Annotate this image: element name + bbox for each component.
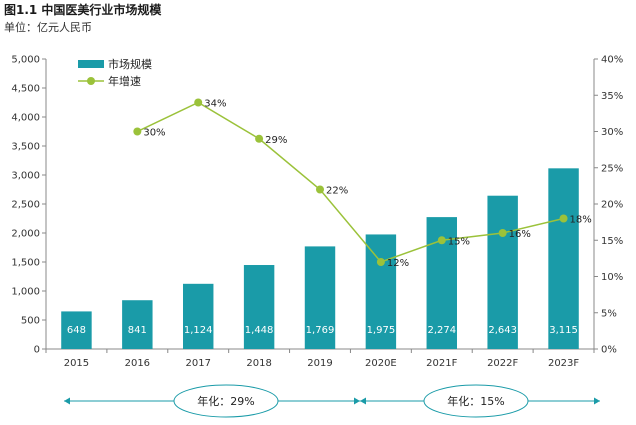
cagr-label: 年化：29% <box>197 394 254 408</box>
bar <box>243 265 275 349</box>
growth-data-label: 29% <box>265 135 287 146</box>
bar-data-label: 648 <box>67 325 86 336</box>
cagr-ellipse <box>173 384 279 418</box>
y-left-tick-label: 1,000 <box>11 287 40 298</box>
bar <box>365 234 397 349</box>
x-tick-label: 2023F <box>548 358 579 369</box>
bar-data-label: 1,975 <box>367 325 396 336</box>
legend-swatch-marker <box>87 77 95 85</box>
growth-data-label: 15% <box>448 236 470 247</box>
bar-data-label: 841 <box>128 325 147 336</box>
bar <box>122 300 153 349</box>
x-tick-label: 2020E <box>365 358 397 369</box>
y-left-tick-label: 0 <box>34 345 40 356</box>
bar <box>548 168 579 349</box>
y-right-tick-label: 0% <box>601 345 617 356</box>
bar-data-label: 1,124 <box>184 325 213 336</box>
legend-label-bar: 市场规模 <box>108 57 152 71</box>
y-left-tick-label: 3,000 <box>11 171 40 182</box>
chart-title: 图1.1 中国医美行业市场规模 <box>4 3 162 17</box>
y-left-tick-label: 4,000 <box>11 113 40 124</box>
growth-data-label: 12% <box>387 258 409 269</box>
cagr-annotations: 年化：29% 年化：15% <box>64 384 600 418</box>
bar-data-label: 2,274 <box>427 325 456 336</box>
growth-point <box>255 134 264 143</box>
growth-data-label: 30% <box>143 128 165 139</box>
chart-subtitle: 单位：亿元人民币 <box>4 21 92 34</box>
x-tick-label: 2022F <box>487 358 518 369</box>
bar-data-label: 1,769 <box>306 325 335 336</box>
x-tick-label: 2018 <box>246 358 271 369</box>
growth-line <box>137 101 564 263</box>
bar <box>487 195 518 349</box>
cagr-arrowhead <box>354 397 360 405</box>
cagr-arrowhead <box>360 397 366 405</box>
cagr-arrowhead <box>594 397 600 405</box>
y-right-tick-label: 35% <box>601 91 623 102</box>
bar <box>304 246 336 349</box>
y-right-tick-label: 30% <box>601 127 623 138</box>
bar <box>61 311 92 349</box>
growth-point <box>559 214 568 223</box>
y-right-tick-label: 25% <box>601 163 623 174</box>
x-tick-label: 2021F <box>426 358 457 369</box>
legend-label-line: 年增速 <box>108 74 141 88</box>
y-left-tick-label: 2,000 <box>11 229 40 240</box>
cagr-ellipse <box>423 384 529 418</box>
bar-data-label: 2,643 <box>488 325 517 336</box>
growth-data-label: 16% <box>509 229 531 240</box>
growth-point <box>498 229 507 237</box>
growth-point <box>316 185 324 194</box>
y-left-tick-label: 500 <box>21 316 40 327</box>
y-right-tick-label: 10% <box>601 272 623 283</box>
y-left-tick-label: 2,500 <box>11 200 40 211</box>
legend-swatch-bar <box>78 60 104 68</box>
y-right-tick-label: 5% <box>601 308 617 319</box>
growth-point <box>376 258 385 266</box>
bar-series: 648 841 1,124 1,448 1,769 1,975 2,274 2,643 3,11… <box>61 168 579 349</box>
growth-data-label: 18% <box>570 215 592 226</box>
axes: 0 500 1,000 1,500 2,000 2,500 3,000 3,500 4,000 4… <box>11 55 623 370</box>
y-right-tick-label: 15% <box>601 236 623 247</box>
y-left-tick-label: 4,500 <box>11 84 40 95</box>
bar-data-label: 3,115 <box>549 325 578 336</box>
x-tick-label: 2015 <box>64 358 89 369</box>
growth-point <box>133 127 142 136</box>
cagr-arrowhead <box>64 397 70 405</box>
x-tick-label: 2019 <box>307 358 332 369</box>
y-left-tick-label: 1,500 <box>11 258 40 269</box>
cagr-label: 年化：15% <box>447 394 504 408</box>
x-tick-label: 2016 <box>125 358 150 369</box>
bar <box>183 283 214 349</box>
growth-point <box>194 98 203 107</box>
growth-data-label: 34% <box>204 99 226 110</box>
y-left-tick-label: 3,500 <box>11 142 40 153</box>
y-right-tick-label: 40% <box>601 55 623 66</box>
y-right-tick-label: 20% <box>601 200 623 211</box>
bar-data-label: 1,448 <box>245 325 274 336</box>
growth-data-label: 22% <box>326 186 348 197</box>
line-series: 30% 34% 29% 22% 12% 15% 16% 18% <box>133 98 592 269</box>
growth-point <box>437 236 446 245</box>
x-tick-label: 2017 <box>185 358 210 369</box>
y-left-tick-label: 5,000 <box>11 55 40 66</box>
